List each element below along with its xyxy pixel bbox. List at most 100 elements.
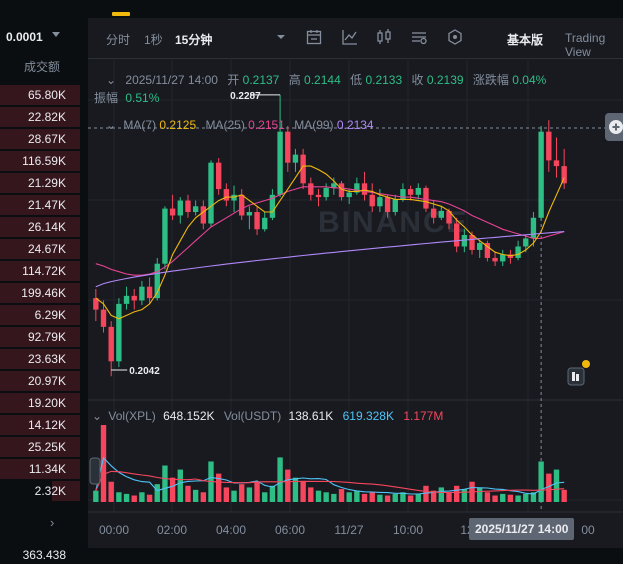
amount-row[interactable]: 22.82K: [0, 106, 80, 128]
candle-body: [262, 217, 268, 230]
collapse-caret[interactable]: ⌄: [106, 73, 117, 87]
volume-bar: [131, 495, 137, 502]
precision-selector[interactable]: 0.0001: [0, 26, 80, 50]
depth-bar: [0, 371, 80, 391]
volume-bar: [346, 492, 352, 502]
candle-body: [315, 194, 322, 198]
amount-row[interactable]: 23.63K: [0, 348, 80, 370]
interval-1s[interactable]: 1秒: [144, 33, 163, 47]
add-order-button[interactable]: [605, 113, 623, 141]
amplitude-label: 振幅: [94, 91, 119, 105]
chart-panel: 分时 1秒 15分钟 基本版 Trading View BINANCE 0.228…: [88, 0, 623, 548]
amount-row[interactable]: 24.67K: [0, 238, 80, 260]
volume-bar: [507, 494, 514, 502]
low-value: 0.2133: [365, 73, 403, 87]
amount-row[interactable]: 2.32K: [0, 480, 80, 502]
candle-body: [377, 197, 383, 207]
depth-bar: [0, 283, 80, 303]
candle-body: [346, 192, 352, 198]
interval-timeline[interactable]: 分时: [106, 33, 131, 47]
amount-value: 20.97K: [27, 374, 66, 388]
depth-bar: [0, 459, 80, 479]
amount-row[interactable]: 26.14K: [0, 216, 80, 238]
amount-list: 65.80K 22.82K 28.67K 116.59K 21.29K 21.47K 26.…: [0, 84, 80, 502]
indicator-chart-icon[interactable]: [341, 28, 359, 46]
volume-bar: [108, 481, 114, 502]
amount-row[interactable]: 21.47K: [0, 194, 80, 216]
amount-row[interactable]: 19.20K: [0, 392, 80, 414]
volume-bar: [354, 490, 360, 502]
depth-bar: [0, 415, 80, 435]
crosshair-time-label: 2025/11/27 14:00: [469, 518, 575, 540]
ma-caret[interactable]: ⌄: [106, 118, 117, 132]
chevron-right-icon[interactable]: ›: [50, 515, 55, 530]
volume-bar: [239, 484, 245, 502]
amount-row[interactable]: 11.34K: [0, 458, 80, 480]
amount-row[interactable]: 114.72K: [0, 260, 80, 282]
volume-bar: [169, 477, 176, 502]
volume-bar: [369, 492, 375, 502]
amount-row[interactable]: 92.79K: [0, 326, 80, 348]
candle-body: [192, 206, 199, 213]
vol-ma2-value: 1.177M: [403, 409, 444, 423]
view-basic[interactable]: 基本版: [507, 33, 544, 47]
volume-bar: [484, 492, 491, 502]
hexagon-settings-icon[interactable]: [446, 28, 464, 46]
candle-body: [208, 162, 214, 224]
candle-body: [123, 295, 130, 304]
volume-bar: [530, 492, 537, 502]
x-axis-label: 10:00: [393, 523, 423, 537]
volume-bar: [192, 489, 199, 502]
candle-body: [108, 326, 114, 362]
amount-row[interactable]: 199.46K: [0, 282, 80, 304]
amount-value: 26.14K: [27, 220, 66, 234]
candle-body: [185, 200, 191, 213]
vol-xpl-value: 648.152K: [163, 409, 215, 423]
candle-body: [131, 295, 137, 301]
candle-type-icon[interactable]: [375, 28, 393, 46]
amount-row[interactable]: 21.29K: [0, 172, 80, 194]
ma99-label: MA(99): [294, 118, 334, 132]
close-label: 收: [411, 73, 424, 87]
x-axis-label: 04:00: [216, 523, 246, 537]
amount-row[interactable]: 25.25K: [0, 436, 80, 458]
depth-bar: [0, 85, 80, 105]
volume-bar: [515, 495, 521, 502]
vol-caret[interactable]: ⌄: [92, 409, 103, 423]
candle-body: [461, 235, 468, 247]
interval-dropdown-icon[interactable]: [272, 28, 290, 46]
amount-row[interactable]: 116.59K: [0, 150, 80, 172]
candle-body: [300, 154, 306, 184]
amount-row[interactable]: 20.97K: [0, 370, 80, 392]
amount-value: 199.46K: [21, 286, 66, 300]
amount-row[interactable]: 65.80K: [0, 84, 80, 106]
candle-body: [200, 206, 207, 224]
candle-body: [423, 187, 429, 209]
ma25-label: MA(25): [205, 118, 245, 132]
volume-bar: [262, 492, 268, 502]
view-tradingview[interactable]: Trading View: [565, 31, 606, 59]
amount-row[interactable]: 14.12K: [0, 414, 80, 436]
interval-15m[interactable]: 15分钟: [175, 33, 213, 47]
depth-bar: [0, 261, 80, 281]
volume-bar: [116, 492, 122, 502]
candle-body: [500, 254, 506, 262]
candle-body: [546, 131, 552, 161]
ma7-value: 0.2125: [159, 118, 197, 132]
volume-info: ⌄ Vol(XPL) 648.152K Vol(USDT) 138.61K 61…: [92, 409, 443, 423]
amount-row[interactable]: 28.67K: [0, 128, 80, 150]
ma25-value: 0.2151: [248, 118, 285, 132]
settings-sliders-icon[interactable]: [410, 28, 428, 46]
amount-value: 24.67K: [27, 242, 66, 256]
depth-bar: [0, 349, 80, 369]
calendar-icon[interactable]: [305, 28, 323, 46]
volume-bar: [361, 493, 368, 502]
high-label: 高: [288, 73, 301, 87]
candle-body: [354, 183, 360, 193]
candle-body: [93, 298, 99, 310]
notification-icon[interactable]: [566, 358, 592, 388]
amount-row[interactable]: 6.29K: [0, 304, 80, 326]
volume-bar: [538, 461, 544, 502]
amount-value: 2.32K: [34, 484, 66, 498]
